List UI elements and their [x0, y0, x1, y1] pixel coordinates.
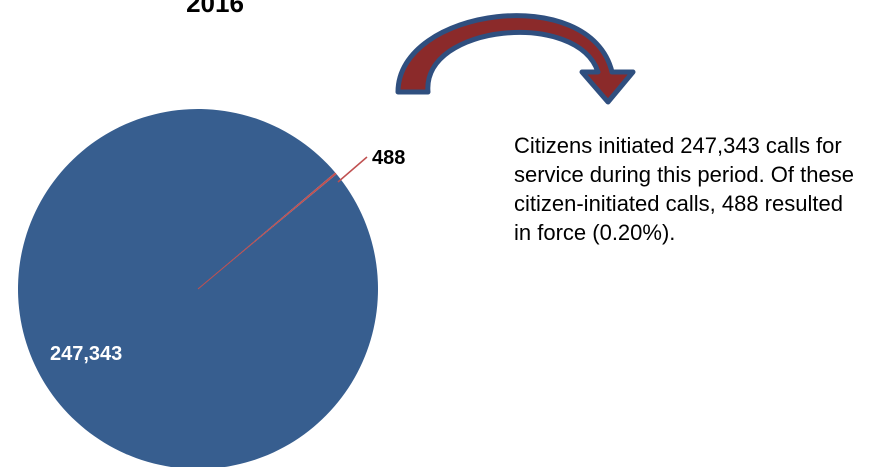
chart-title: 2016 — [186, 0, 244, 18]
slice-label-488: 488 — [372, 147, 405, 169]
slice-488-leader-line — [337, 156, 368, 183]
summary-note: Citizens initiated 247,343 calls for ser… — [514, 133, 854, 245]
pie-slice-488-edge — [197, 172, 337, 290]
pie-slice-247343 — [18, 108, 378, 467]
curved-arrow-icon — [395, 13, 636, 105]
slice-label-247343: 247,343 — [50, 343, 122, 365]
